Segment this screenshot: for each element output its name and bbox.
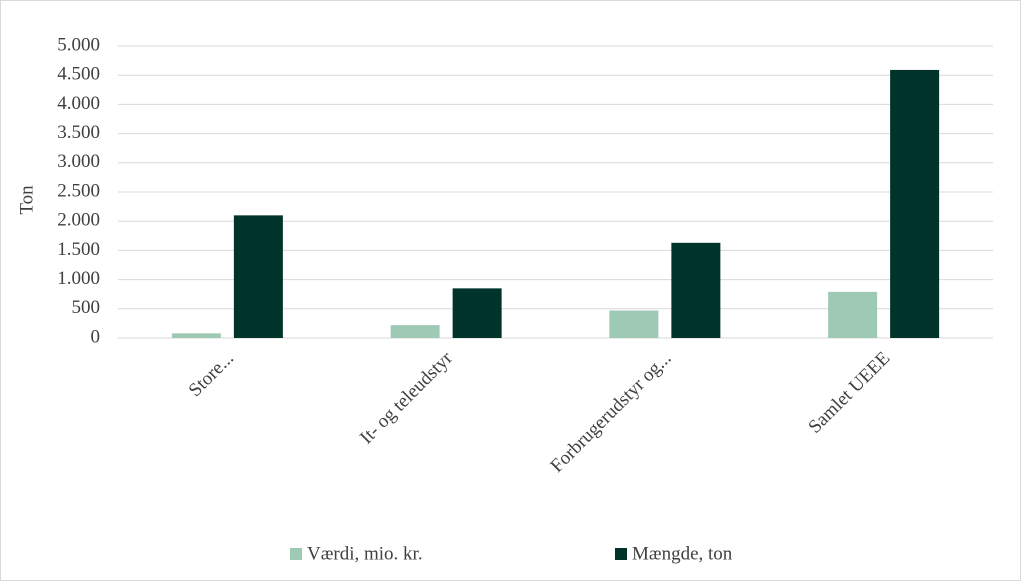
bar bbox=[452, 288, 502, 338]
y-axis-label: Ton bbox=[16, 185, 37, 215]
y-tick-label: 3.500 bbox=[57, 122, 100, 143]
bar bbox=[890, 69, 940, 338]
y-tick-label: 2.500 bbox=[57, 180, 100, 201]
y-tick-label: 500 bbox=[72, 297, 101, 318]
y-tick-label: 4.500 bbox=[57, 64, 100, 85]
bar bbox=[828, 291, 878, 338]
bar bbox=[233, 215, 283, 338]
legend-swatch bbox=[615, 548, 627, 560]
y-tick-label: 0 bbox=[91, 326, 101, 347]
y-tick-label: 2.000 bbox=[57, 210, 100, 231]
y-tick-label: 4.000 bbox=[57, 93, 100, 114]
y-tick-label: 1.000 bbox=[57, 268, 100, 289]
legend-swatch bbox=[290, 548, 302, 560]
bar bbox=[171, 333, 221, 338]
legend-label: Værdi, mio. kr. bbox=[307, 543, 423, 564]
bar bbox=[390, 325, 440, 338]
bar bbox=[671, 242, 721, 338]
y-tick-label: 1.500 bbox=[57, 239, 100, 260]
legend-label: Mængde, ton bbox=[632, 543, 733, 564]
bar bbox=[609, 310, 659, 338]
y-tick-label: 5.000 bbox=[57, 34, 100, 55]
y-tick-label: 3.000 bbox=[57, 151, 100, 172]
